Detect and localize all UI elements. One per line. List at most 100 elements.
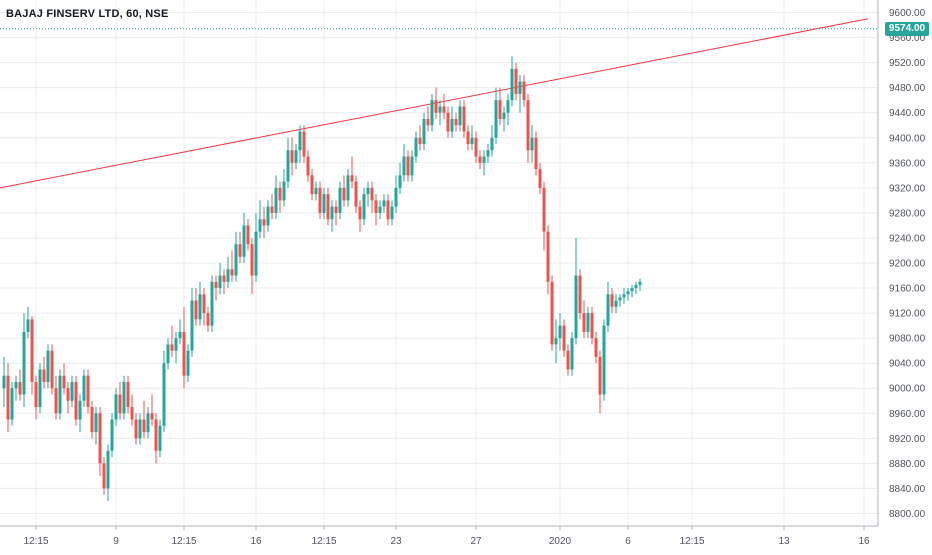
y-tick-label: 9520.00 bbox=[889, 58, 926, 69]
x-tick-label: 2020 bbox=[549, 536, 572, 547]
candle-body bbox=[554, 338, 558, 345]
candle-body bbox=[622, 294, 626, 298]
candle-body bbox=[398, 175, 402, 188]
candle-body bbox=[150, 413, 154, 420]
x-tick-label: 23 bbox=[390, 536, 402, 547]
candle-body bbox=[422, 118, 426, 145]
candle-body bbox=[10, 388, 14, 420]
candle-body bbox=[22, 331, 26, 395]
candle-body bbox=[78, 400, 82, 420]
candle-body bbox=[46, 350, 50, 382]
candle-body bbox=[206, 313, 210, 326]
x-tick-label: 13 bbox=[778, 536, 790, 547]
candle-body bbox=[430, 100, 434, 126]
x-tick-label: 16 bbox=[858, 536, 870, 547]
candle-body bbox=[362, 194, 366, 220]
candle-body bbox=[346, 175, 350, 201]
candle-body bbox=[86, 375, 90, 408]
candle-body bbox=[614, 300, 618, 307]
candle-body bbox=[14, 381, 18, 389]
candle-body bbox=[286, 150, 290, 182]
candle-body bbox=[630, 288, 634, 292]
candle-body bbox=[42, 369, 46, 382]
candle-body bbox=[542, 187, 546, 232]
candle-body bbox=[210, 281, 214, 326]
candle-body bbox=[202, 294, 206, 314]
candle-body bbox=[30, 319, 34, 382]
y-tick-label: 9240.00 bbox=[889, 233, 926, 244]
candle-body bbox=[602, 325, 606, 395]
candle-body bbox=[102, 463, 106, 489]
candle-body bbox=[410, 156, 414, 176]
candle-body bbox=[590, 313, 594, 339]
x-tick-label: 12:15 bbox=[679, 536, 704, 547]
candle-body bbox=[470, 137, 474, 145]
candle-body bbox=[342, 187, 346, 201]
candle-body bbox=[138, 419, 142, 439]
candle-body bbox=[426, 118, 430, 126]
candle-body bbox=[606, 294, 610, 326]
candle-body bbox=[326, 194, 330, 220]
candle-body bbox=[126, 381, 130, 408]
x-tick-label: 12:15 bbox=[311, 536, 336, 547]
candle-body bbox=[122, 381, 126, 414]
x-tick-label: 9 bbox=[113, 536, 119, 547]
candle-body bbox=[106, 450, 110, 489]
candle-body bbox=[570, 338, 574, 370]
candle-body bbox=[378, 206, 382, 213]
candle-body bbox=[446, 112, 450, 132]
y-tick-label: 8880.00 bbox=[889, 459, 926, 470]
y-tick-label: 8920.00 bbox=[889, 434, 926, 445]
candle-body bbox=[406, 156, 410, 176]
x-tick-label: 12:15 bbox=[171, 536, 196, 547]
candle-body bbox=[334, 206, 338, 213]
candle-body bbox=[402, 156, 406, 176]
candle-body bbox=[322, 194, 326, 213]
candle-body bbox=[98, 413, 102, 464]
candle-body bbox=[350, 175, 354, 182]
y-tick-label: 9360.00 bbox=[889, 158, 926, 169]
candle-body bbox=[134, 419, 138, 439]
candle-body bbox=[586, 313, 590, 332]
candle-body bbox=[526, 100, 530, 151]
y-tick-label: 8800.00 bbox=[889, 509, 926, 520]
candle-body bbox=[354, 181, 358, 207]
y-tick-label: 9320.00 bbox=[889, 183, 926, 194]
y-tick-label: 9280.00 bbox=[889, 208, 926, 219]
x-tick-label: 27 bbox=[470, 536, 482, 547]
candles bbox=[2, 56, 642, 501]
candle-body bbox=[178, 331, 182, 339]
candle-body bbox=[558, 325, 562, 339]
candle-body bbox=[58, 375, 62, 414]
y-tick-label: 9400.00 bbox=[889, 133, 926, 144]
candle-body bbox=[434, 100, 438, 113]
y-tick-label: 8840.00 bbox=[889, 484, 926, 495]
candle-body bbox=[386, 200, 390, 220]
candle-body bbox=[530, 137, 534, 151]
x-tick-label: 16 bbox=[250, 536, 262, 547]
candle-body bbox=[74, 381, 78, 420]
candle-body bbox=[594, 338, 598, 357]
candle-body bbox=[298, 131, 302, 151]
candle-body bbox=[170, 344, 174, 351]
candle-body bbox=[90, 407, 94, 433]
trendline-layer bbox=[0, 18, 878, 189]
candle-body bbox=[62, 375, 66, 389]
candle-body bbox=[162, 363, 166, 426]
candle-body bbox=[118, 394, 122, 414]
candle-body bbox=[582, 313, 586, 332]
candle-body bbox=[26, 319, 30, 332]
candle-body bbox=[218, 275, 222, 289]
chart-title: BAJAJ FINSERV LTD, 60, NSE bbox=[6, 8, 169, 20]
y-tick-label: 9600.00 bbox=[889, 8, 926, 19]
candle-body bbox=[38, 369, 42, 408]
candle-body bbox=[238, 244, 242, 257]
y-tick-label: 9080.00 bbox=[889, 334, 926, 345]
candle-body bbox=[358, 206, 362, 220]
candle-body bbox=[546, 231, 550, 282]
y-tick-label: 9480.00 bbox=[889, 83, 926, 94]
candle-body bbox=[254, 231, 258, 276]
candle-body bbox=[506, 100, 510, 113]
